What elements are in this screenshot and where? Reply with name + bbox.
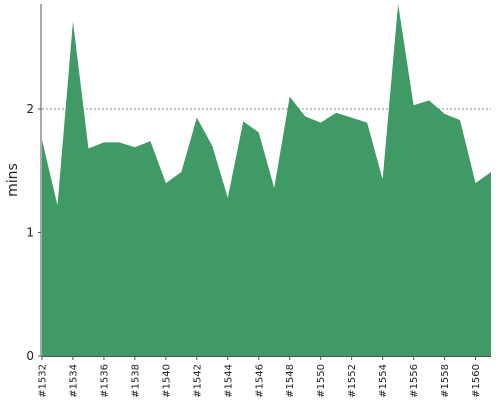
x-tick-label: #1542 — [192, 364, 203, 398]
y-axis-ticks: 0 1 2 — [26, 102, 41, 363]
y-tick-label: 1 — [26, 225, 34, 239]
x-tick-label: #1548 — [285, 364, 296, 398]
x-tick-label: #1556 — [409, 364, 420, 398]
y-tick-label: 2 — [26, 102, 34, 116]
y-axis-label: mins — [5, 163, 21, 197]
x-tick-label: #1538 — [130, 364, 141, 398]
x-tick-label: #1560 — [471, 364, 482, 398]
x-tick-label: #1536 — [99, 364, 110, 398]
x-tick-label: #1534 — [68, 364, 79, 398]
x-tick-label: #1546 — [254, 364, 265, 398]
x-tick-label: #1550 — [316, 364, 327, 398]
x-tick-label: #1532 — [38, 364, 49, 398]
x-tick-label: #1554 — [378, 364, 389, 398]
y-tick-label: 0 — [26, 349, 34, 363]
x-tick-label: #1552 — [347, 364, 358, 398]
x-tick-label: #1540 — [161, 364, 172, 398]
series-area — [42, 4, 491, 356]
x-axis-ticks: #1532 #1534 #1536 #1538 #1540 #1542 #1544 #1546… — [38, 356, 482, 398]
x-tick-label: #1558 — [440, 364, 451, 398]
x-tick-label: #1544 — [223, 364, 234, 398]
